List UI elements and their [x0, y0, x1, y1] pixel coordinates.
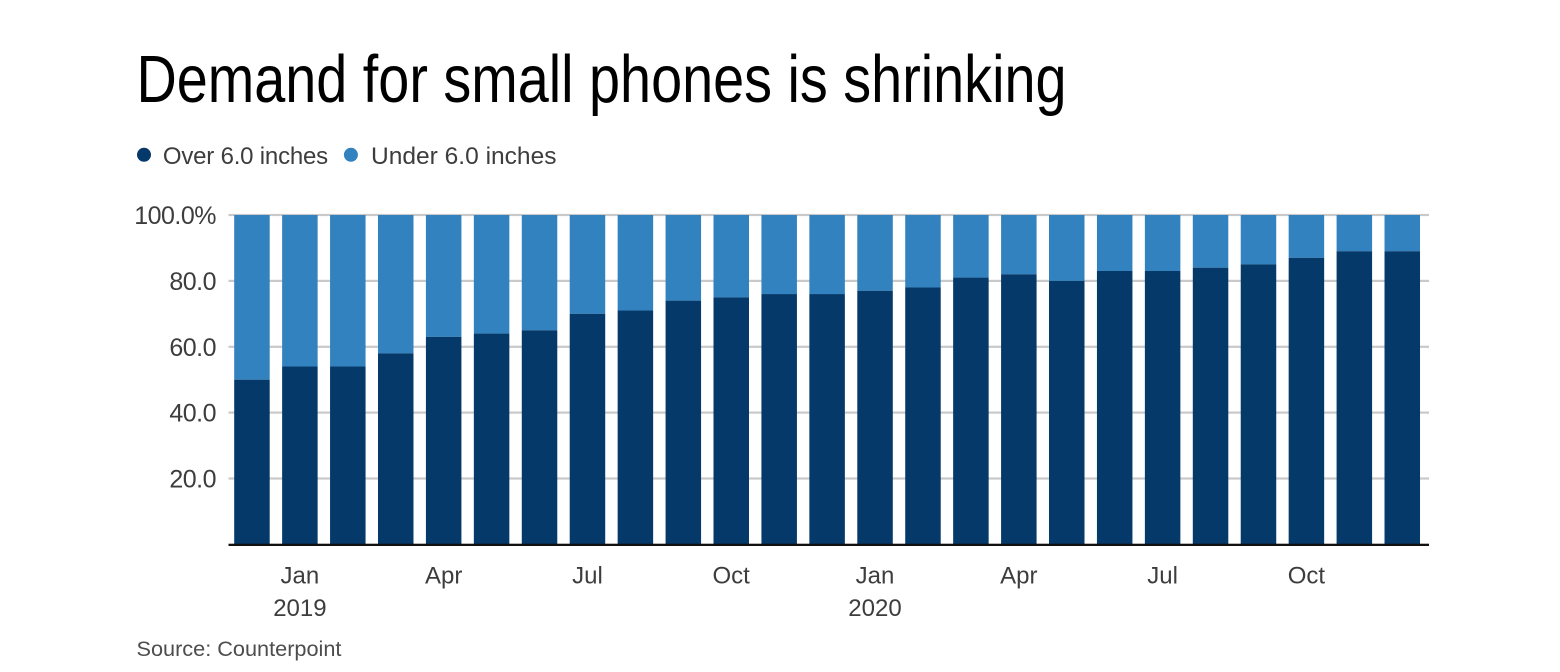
svg-text:60.0: 60.0 [169, 334, 216, 362]
svg-text:Apr: Apr [1000, 563, 1037, 590]
svg-text:Under 6.0 inches: Under 6.0 inches [371, 143, 557, 170]
svg-text:Oct: Oct [713, 563, 751, 590]
svg-text:Demand for small phones is shr: Demand for small phones is shrinking [137, 43, 1067, 117]
svg-text:2019: 2019 [273, 595, 326, 622]
svg-text:2020: 2020 [848, 595, 901, 622]
svg-text:80.0: 80.0 [169, 268, 216, 296]
svg-text:Jan: Jan [856, 563, 895, 590]
svg-text:Jan: Jan [281, 563, 320, 590]
svg-text:Over 6.0 inches: Over 6.0 inches [163, 143, 328, 170]
svg-text:100.0%: 100.0% [134, 202, 216, 230]
svg-text:Oct: Oct [1288, 563, 1326, 590]
svg-text:20.0: 20.0 [169, 466, 216, 494]
svg-text:Source: Counterpoint: Source: Counterpoint [137, 636, 342, 661]
svg-text:40.0: 40.0 [169, 400, 216, 428]
svg-text:Jul: Jul [572, 563, 603, 590]
svg-text:Apr: Apr [425, 563, 462, 590]
svg-text:Jul: Jul [1147, 563, 1178, 590]
